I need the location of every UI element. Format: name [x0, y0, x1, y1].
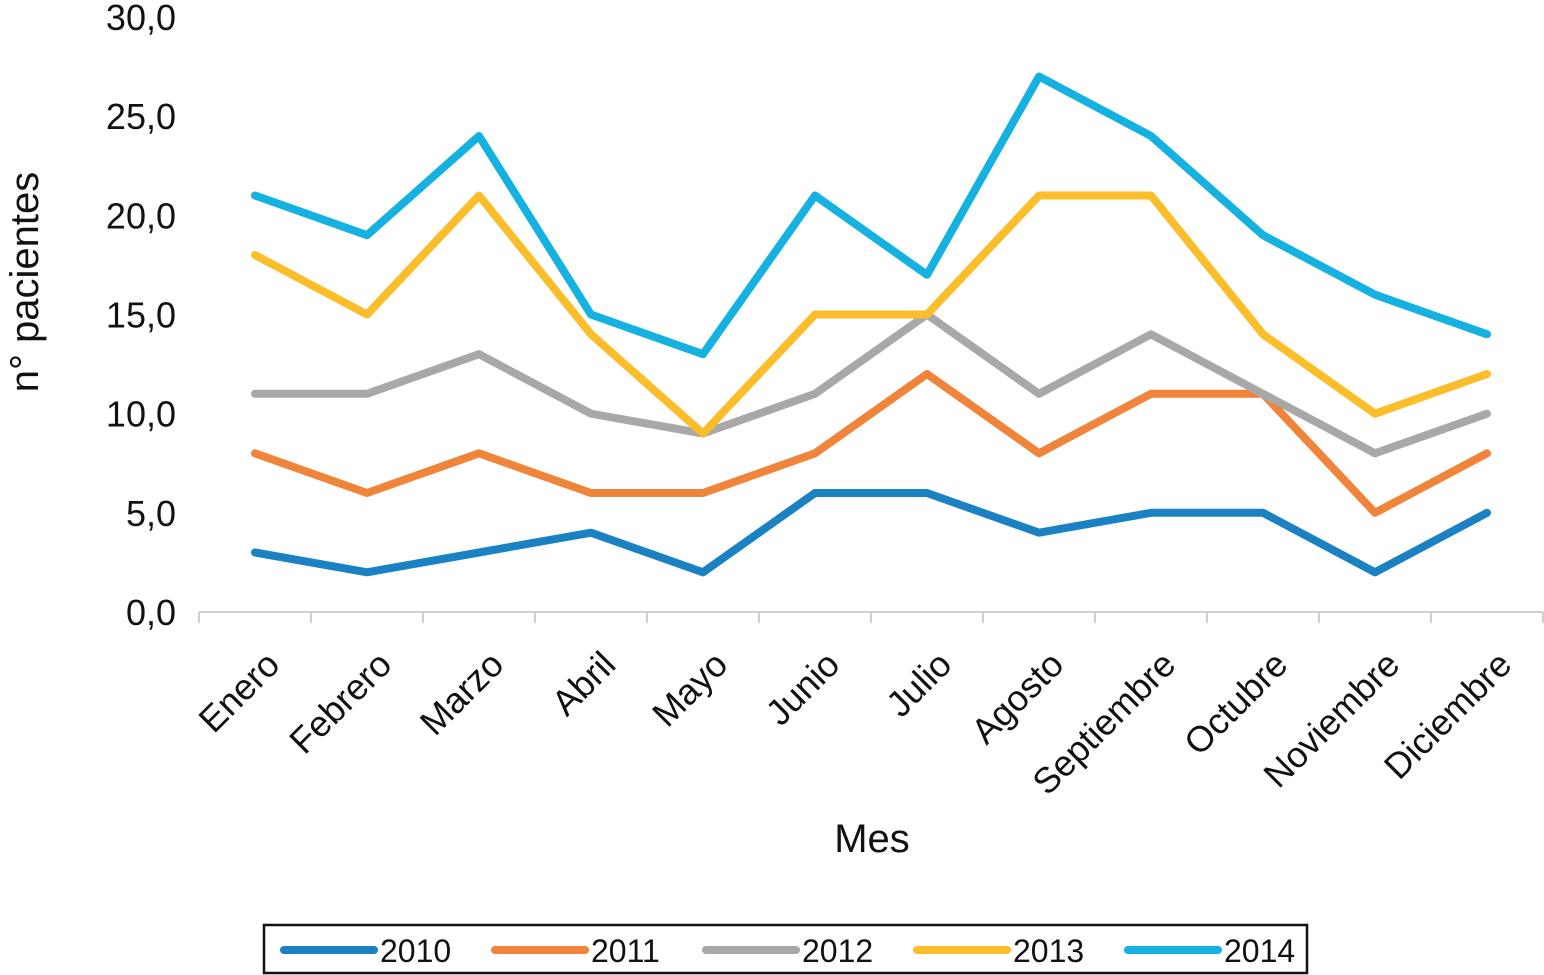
- y-axis-ticks: 0,0 5,0 10,0 15,0 20,0 25,0 30,0: [106, 0, 176, 633]
- x-tick-label: Agosto: [963, 643, 1071, 751]
- x-tick-label: Junio: [757, 643, 847, 733]
- x-axis-title: Mes: [834, 817, 910, 861]
- series-line-2013: [251, 191, 1491, 438]
- y-tick-label: 5,0: [126, 493, 176, 534]
- legend-label: 2012: [802, 933, 873, 969]
- x-tick-label: Febrero: [281, 643, 399, 761]
- legend-label: 2011: [591, 933, 660, 969]
- series-line-2012: [251, 310, 1491, 458]
- legend: 2010 2011 2012 2013 2014: [262, 923, 1309, 975]
- y-tick-label: 10,0: [106, 394, 176, 435]
- x-tick-label: Enero: [190, 643, 287, 740]
- x-tick-label: Mayo: [644, 643, 735, 734]
- series-lines: [251, 72, 1491, 577]
- series-line-2011: [251, 370, 1491, 517]
- y-tick-label: 25,0: [106, 96, 176, 137]
- series-line-2014: [251, 72, 1491, 359]
- y-tick-label: 0,0: [126, 592, 176, 633]
- legend-label: 2014: [1224, 933, 1295, 969]
- x-axis-tickmarks: [198, 612, 1544, 623]
- x-tick-label: Abril: [543, 643, 623, 723]
- y-tick-label: 15,0: [106, 295, 176, 336]
- legend-label: 2010: [380, 933, 451, 969]
- y-tick-label: 30,0: [106, 0, 176, 38]
- y-tick-label: 20,0: [106, 195, 176, 236]
- x-tick-label: Julio: [878, 643, 959, 724]
- series-line-2010: [251, 489, 1491, 577]
- y-axis-title: n° pacientes: [3, 172, 47, 393]
- legend-label: 2013: [1013, 933, 1084, 969]
- legend-items: 2010 2011 2012 2013 2014: [280, 933, 1295, 969]
- x-tick-label: Marzo: [412, 643, 512, 743]
